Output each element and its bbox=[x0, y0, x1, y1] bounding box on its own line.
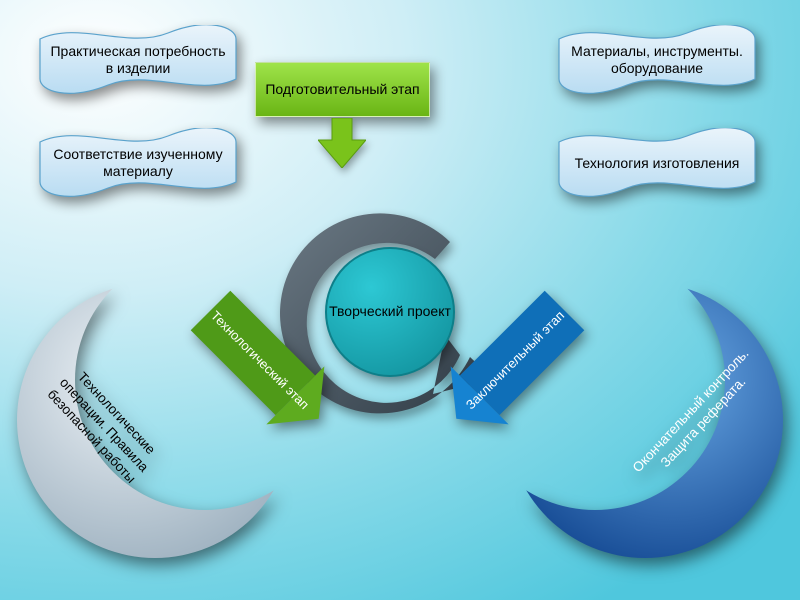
crescent-left: Технологические операции. Правила безопа… bbox=[15, 280, 295, 560]
stage-top-label: Подготовительный этап bbox=[265, 81, 419, 99]
ribbon-top-right-label: Материалы, инструменты. оборудование bbox=[557, 25, 757, 95]
ribbon-top-left: Практическая потребность в изделии bbox=[38, 25, 238, 95]
ribbon-top-right: Материалы, инструменты. оборудование bbox=[557, 25, 757, 95]
stage-top-arrow bbox=[318, 118, 366, 168]
ribbon-mid-left-label: Соответствие изученному материалу bbox=[38, 128, 238, 198]
ribbon-mid-left: Соответствие изученному материалу bbox=[38, 128, 238, 198]
stage-top-rect: Подготовительный этап bbox=[255, 62, 430, 117]
ribbon-mid-right-label: Технология изготовления bbox=[557, 128, 757, 198]
ribbon-top-left-label: Практическая потребность в изделии bbox=[38, 25, 238, 95]
crescent-right: Окончательный контроль. Защита реферата. bbox=[505, 280, 785, 560]
ribbon-mid-right: Технология изготовления bbox=[557, 128, 757, 198]
diagram-stage: Творческий проект Подготовительный этап … bbox=[0, 0, 800, 600]
